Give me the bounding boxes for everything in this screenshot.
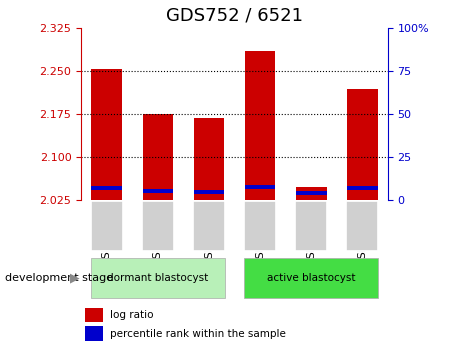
Bar — [244, 201, 276, 251]
Bar — [347, 186, 377, 190]
Bar — [245, 185, 276, 189]
Bar — [143, 189, 173, 193]
Bar — [142, 201, 174, 251]
Bar — [85, 326, 103, 341]
Text: ▶: ▶ — [70, 271, 79, 284]
Bar — [193, 201, 225, 251]
Bar — [143, 114, 173, 200]
Bar — [346, 201, 378, 251]
Bar — [85, 308, 103, 322]
Bar — [92, 69, 122, 200]
Text: dormant blastocyst: dormant blastocyst — [107, 273, 208, 283]
Bar — [295, 201, 327, 251]
Bar — [244, 257, 378, 298]
Bar — [91, 257, 225, 298]
Text: percentile rank within the sample: percentile rank within the sample — [110, 329, 286, 339]
Bar — [245, 51, 276, 200]
Text: log ratio: log ratio — [110, 310, 153, 320]
Text: development stage: development stage — [5, 273, 113, 283]
Title: GDS752 / 6521: GDS752 / 6521 — [166, 7, 303, 24]
Bar — [296, 191, 327, 196]
Bar — [193, 118, 224, 200]
Text: active blastocyst: active blastocyst — [267, 273, 355, 283]
Bar — [347, 89, 377, 200]
Bar — [91, 201, 123, 251]
Bar — [193, 190, 224, 194]
Bar — [92, 186, 122, 190]
Bar — [296, 187, 327, 200]
